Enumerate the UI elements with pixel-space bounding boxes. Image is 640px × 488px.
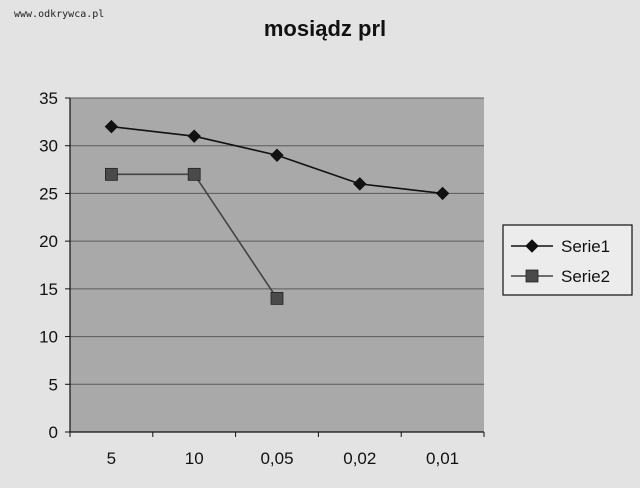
x-tick-label: 5 (107, 449, 116, 468)
y-tick-label: 10 (39, 328, 58, 347)
legend-label-serie2: Serie2 (561, 267, 610, 286)
y-tick-label: 5 (49, 375, 58, 394)
y-tick-label: 35 (39, 89, 58, 108)
data-point-serie1 (270, 148, 284, 162)
x-tick-label: 10 (185, 449, 204, 468)
data-point-serie1 (353, 177, 367, 191)
y-tick-label: 25 (39, 184, 58, 203)
y-tick-label: 30 (39, 137, 58, 156)
data-point-serie1 (187, 129, 201, 143)
legend-label-serie1: Serie1 (561, 237, 610, 256)
y-tick-label: 15 (39, 280, 58, 299)
plot-area (70, 98, 484, 432)
data-point-serie2 (105, 167, 118, 181)
x-tick-label: 0,05 (260, 449, 293, 468)
data-point-serie1 (104, 119, 119, 134)
legend-box (502, 224, 633, 296)
x-tick-label: 0,02 (343, 449, 376, 468)
legend-marker-serie2 (525, 269, 539, 283)
data-point-serie2 (270, 291, 284, 305)
watermark-text: www.odkrywca.pl (14, 9, 105, 20)
y-tick-label: 0 (49, 423, 58, 442)
data-point-serie2 (187, 167, 201, 181)
data-point-serie1 (435, 186, 450, 201)
y-tick-label: 20 (39, 232, 58, 251)
x-tick-label: 0,01 (426, 449, 459, 468)
legend-marker-serie1 (525, 239, 539, 253)
chart-title: mosiądz prl (264, 16, 386, 41)
